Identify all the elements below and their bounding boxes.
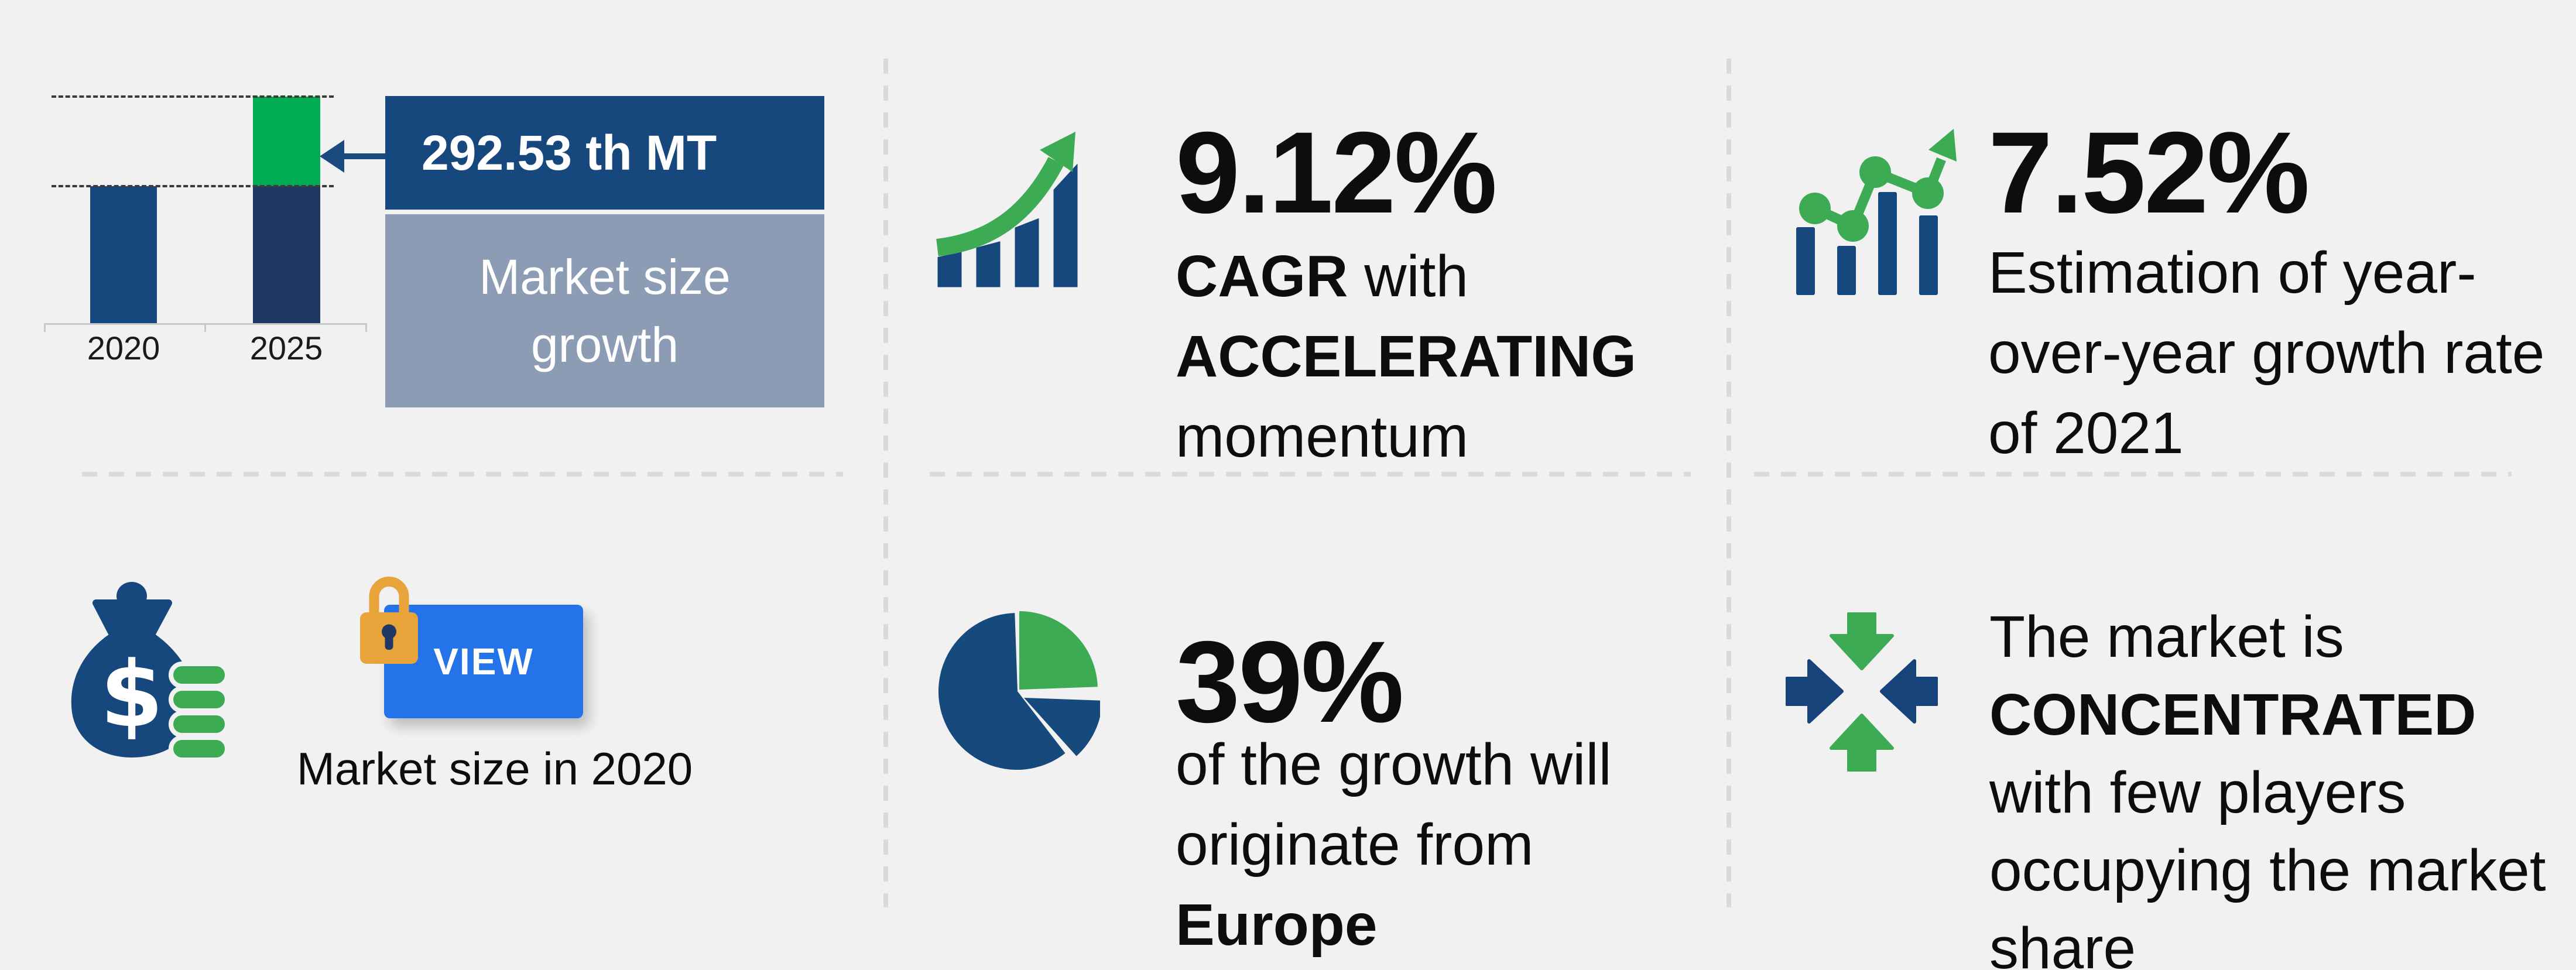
divider-vertical-2: [1727, 59, 1731, 907]
callout-arrow-head-icon: [320, 140, 344, 173]
text-line: originate from: [1176, 812, 1534, 878]
europe-share-text: of the growth will originate from Europe: [1176, 725, 1612, 965]
axis-tick: [44, 323, 46, 332]
converging-arrows-icon: [1786, 612, 1938, 772]
text-line: ACCELERATING: [1176, 324, 1637, 389]
text-line: Europe: [1176, 892, 1378, 958]
text-line: of the growth will: [1176, 732, 1612, 797]
yoy-growth-text: Estimation of year- over-year growth rat…: [1988, 233, 2544, 474]
bar-2025-growth-segment: [253, 97, 320, 186]
bar-2020: [90, 186, 157, 323]
guide-line-base: [52, 185, 334, 187]
concentration-text: The market is CONCENTRATED with few play…: [1989, 598, 2546, 970]
market-size-value: 292.53 th MT: [422, 125, 717, 180]
text-line: over-year growth rate: [1988, 320, 2545, 386]
pie-chart-icon: [938, 611, 1100, 770]
text-line: occupying the market: [1989, 838, 2546, 903]
growth-arrow-icon: [934, 132, 1081, 289]
yoy-growth-stat: 7.52%: [1988, 108, 2310, 237]
x-label-2025: 2025: [249, 330, 323, 366]
divider-right: [1754, 472, 2512, 477]
text-line: of 2021: [1988, 400, 2184, 466]
text-line: CONCENTRATED: [1989, 682, 2476, 748]
text-line: Estimation of year-: [1988, 240, 2476, 306]
callout-title-line1: Market size: [479, 249, 731, 304]
callout-arrow-line: [342, 153, 386, 159]
line-chart-icon: [1794, 129, 1957, 296]
divider-vertical-1: [883, 59, 888, 907]
market-size-value-box: 292.53 th MT: [385, 96, 824, 210]
divider-left: [82, 472, 843, 477]
market-size-caption: Market size in 2020: [296, 743, 693, 794]
coin-stack-icon: [169, 661, 229, 762]
divider-middle: [930, 472, 1691, 477]
bar-2025-base: [253, 186, 320, 323]
europe-share-stat: 39%: [1176, 617, 1404, 746]
axis-tick: [204, 323, 206, 332]
text-line: share: [1989, 916, 2136, 970]
money-bag-icon: $: [71, 582, 229, 762]
text-line: The market is: [1989, 604, 2344, 670]
view-button-label: VIEW: [433, 640, 534, 683]
guide-line-top: [52, 95, 334, 98]
market-size-growth-box: Market size growth: [385, 214, 824, 407]
text-line: CAGR with: [1176, 244, 1469, 309]
lock-icon: [360, 577, 418, 664]
dollar-sign: $: [100, 642, 163, 748]
axis-tick: [365, 323, 367, 332]
text-line: momentum: [1176, 404, 1469, 469]
x-label-2020: 2020: [87, 330, 160, 366]
text-line: with few players: [1989, 760, 2406, 825]
cagr-text: CAGR with ACCELERATING momentum: [1176, 236, 1636, 477]
callout-title-line2: growth: [530, 317, 679, 372]
cagr-stat: 9.12%: [1176, 108, 1497, 237]
